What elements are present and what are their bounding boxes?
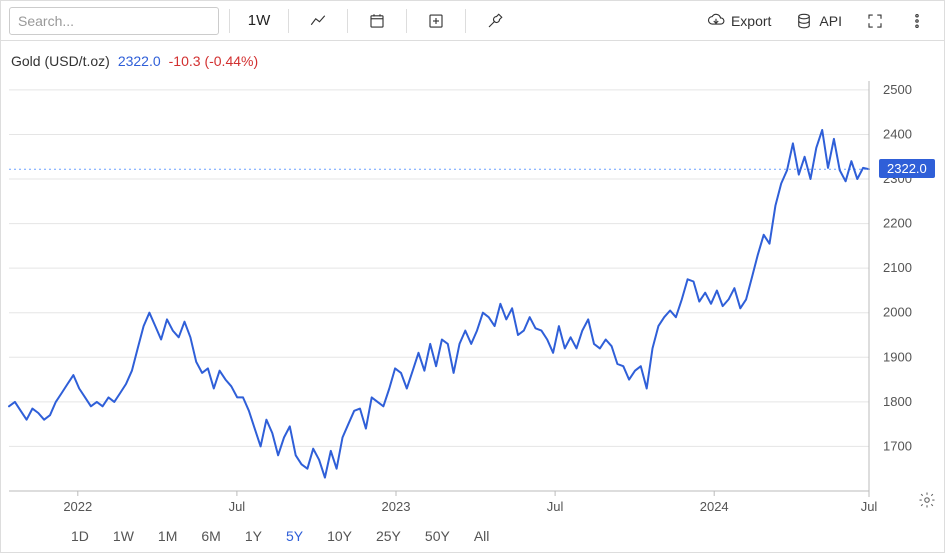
search-input[interactable] bbox=[9, 7, 219, 35]
wrench-icon bbox=[486, 12, 504, 30]
calendar-icon bbox=[368, 12, 386, 30]
dots-vertical-icon bbox=[908, 12, 926, 30]
divider bbox=[465, 9, 466, 33]
range-option[interactable]: All bbox=[474, 528, 490, 544]
divider bbox=[288, 9, 289, 33]
cloud-download-icon bbox=[707, 12, 725, 30]
range-option[interactable]: 1M bbox=[158, 528, 177, 544]
instrument-name: Gold (USD/t.oz) bbox=[11, 53, 110, 69]
more-button[interactable] bbox=[898, 5, 936, 37]
svg-text:2200: 2200 bbox=[883, 216, 912, 231]
svg-text:2500: 2500 bbox=[883, 82, 912, 97]
divider bbox=[406, 9, 407, 33]
range-option[interactable]: 25Y bbox=[376, 528, 401, 544]
plus-square-icon bbox=[427, 12, 445, 30]
database-icon bbox=[795, 12, 813, 30]
chart-title-row: Gold (USD/t.oz) 2322.0 -10.3 (-0.44%) bbox=[11, 53, 258, 69]
line-chart-icon bbox=[309, 12, 327, 30]
divider bbox=[229, 9, 230, 33]
range-option[interactable]: 1D bbox=[71, 528, 89, 544]
range-option[interactable]: 1W bbox=[113, 528, 134, 544]
svg-text:Jul: Jul bbox=[861, 499, 878, 514]
instrument-change: -10.3 (-0.44%) bbox=[169, 53, 258, 69]
price-tag: 2322.0 bbox=[879, 159, 935, 178]
price-chart: 1700180019002000210022002300240025002022… bbox=[1, 41, 945, 521]
divider bbox=[347, 9, 348, 33]
range-selector: 1D 1W 1M 6M 1Y 5Y 10Y 25Y 50Y All bbox=[71, 528, 489, 544]
api-label: API bbox=[819, 13, 842, 29]
gear-icon bbox=[918, 491, 936, 509]
export-button[interactable]: Export bbox=[697, 5, 781, 37]
fullscreen-button[interactable] bbox=[856, 5, 894, 37]
range-option[interactable]: 5Y bbox=[286, 528, 303, 544]
svg-text:Jul: Jul bbox=[229, 499, 246, 514]
svg-text:2022: 2022 bbox=[63, 499, 92, 514]
api-button[interactable]: API bbox=[785, 5, 852, 37]
svg-text:2023: 2023 bbox=[382, 499, 411, 514]
svg-text:1900: 1900 bbox=[883, 349, 912, 364]
toolbar: 1W Export API bbox=[1, 1, 944, 41]
expand-icon bbox=[866, 12, 884, 30]
chart-settings-button[interactable] bbox=[918, 491, 936, 514]
interval-button[interactable]: 1W bbox=[240, 5, 278, 37]
svg-text:2400: 2400 bbox=[883, 126, 912, 141]
date-range-button[interactable] bbox=[358, 5, 396, 37]
range-option[interactable]: 10Y bbox=[327, 528, 352, 544]
svg-text:Jul: Jul bbox=[547, 499, 564, 514]
chart-container: 1W Export API bbox=[0, 0, 945, 553]
export-label: Export bbox=[731, 13, 771, 29]
tools-button[interactable] bbox=[476, 5, 514, 37]
chart-type-button[interactable] bbox=[299, 5, 337, 37]
svg-text:2000: 2000 bbox=[883, 305, 912, 320]
add-button[interactable] bbox=[417, 5, 455, 37]
svg-text:2100: 2100 bbox=[883, 260, 912, 275]
chart-area[interactable]: Gold (USD/t.oz) 2322.0 -10.3 (-0.44%) 17… bbox=[1, 41, 944, 552]
svg-text:1700: 1700 bbox=[883, 438, 912, 453]
range-option[interactable]: 1Y bbox=[245, 528, 262, 544]
svg-text:1800: 1800 bbox=[883, 394, 912, 409]
range-option[interactable]: 50Y bbox=[425, 528, 450, 544]
instrument-value: 2322.0 bbox=[118, 53, 161, 69]
svg-text:2024: 2024 bbox=[700, 499, 729, 514]
range-option[interactable]: 6M bbox=[201, 528, 220, 544]
